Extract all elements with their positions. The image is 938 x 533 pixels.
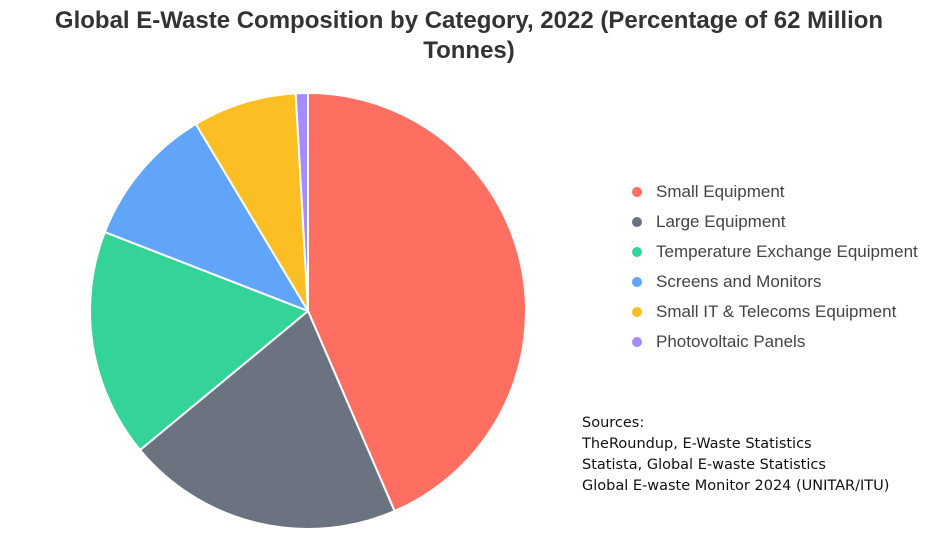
legend-item[interactable]: Small Equipment bbox=[632, 177, 918, 207]
pie-slice-temperature-exchange-equipment[interactable] bbox=[89, 231, 309, 451]
legend-label: Photovoltaic Panels bbox=[656, 332, 806, 351]
source-line: Global E-waste Monitor 2024 (UNITAR/ITU) bbox=[582, 478, 890, 494]
legend-swatch bbox=[632, 217, 642, 227]
pie-slice-large-equipment[interactable] bbox=[139, 310, 396, 530]
sources-heading: Sources: bbox=[582, 415, 645, 431]
legend-label: Temperature Exchange Equipment bbox=[656, 242, 918, 261]
pie-slice-small-equipment[interactable] bbox=[307, 92, 527, 513]
legend-item[interactable]: Photovoltaic Panels bbox=[632, 327, 918, 357]
pie-slice-photovoltaic-panels[interactable] bbox=[294, 92, 309, 312]
sources-block: Sources: TheRoundup, E-Waste Statistics … bbox=[582, 413, 889, 497]
chart-title-line-2: Tonnes) bbox=[423, 37, 515, 64]
legend-swatch bbox=[632, 247, 642, 257]
source-line: TheRoundup, E-Waste Statistics bbox=[582, 436, 812, 452]
chart-title-line-1: Global E-Waste Composition by Category, … bbox=[54, 7, 884, 34]
legend-swatch bbox=[632, 337, 642, 347]
legend-swatch bbox=[632, 187, 642, 197]
legend-label: Large Equipment bbox=[656, 212, 786, 231]
legend-item[interactable]: Large Equipment bbox=[632, 207, 918, 237]
source-line: Statista, Global E-waste Statistics bbox=[582, 457, 826, 473]
legend-swatch bbox=[632, 277, 642, 287]
legend-item[interactable]: Temperature Exchange Equipment bbox=[632, 237, 918, 267]
chart-legend: Small Equipment Large Equipment Temperatur… bbox=[632, 177, 918, 357]
legend-item[interactable]: Small IT & Telecoms Equipment bbox=[632, 297, 918, 327]
pie-slice-small-it-telecoms-equipment[interactable] bbox=[194, 92, 309, 312]
legend-swatch bbox=[632, 307, 642, 317]
legend-label: Small Equipment bbox=[656, 182, 785, 201]
pie-slice-screens-and-monitors[interactable] bbox=[103, 123, 309, 312]
legend-label: Small IT & Telecoms Equipment bbox=[656, 302, 897, 321]
legend-item[interactable]: Screens and Monitors bbox=[632, 267, 918, 297]
legend-label: Screens and Monitors bbox=[656, 272, 822, 291]
chart-title: Global E-Waste Composition by Category, … bbox=[0, 6, 938, 66]
